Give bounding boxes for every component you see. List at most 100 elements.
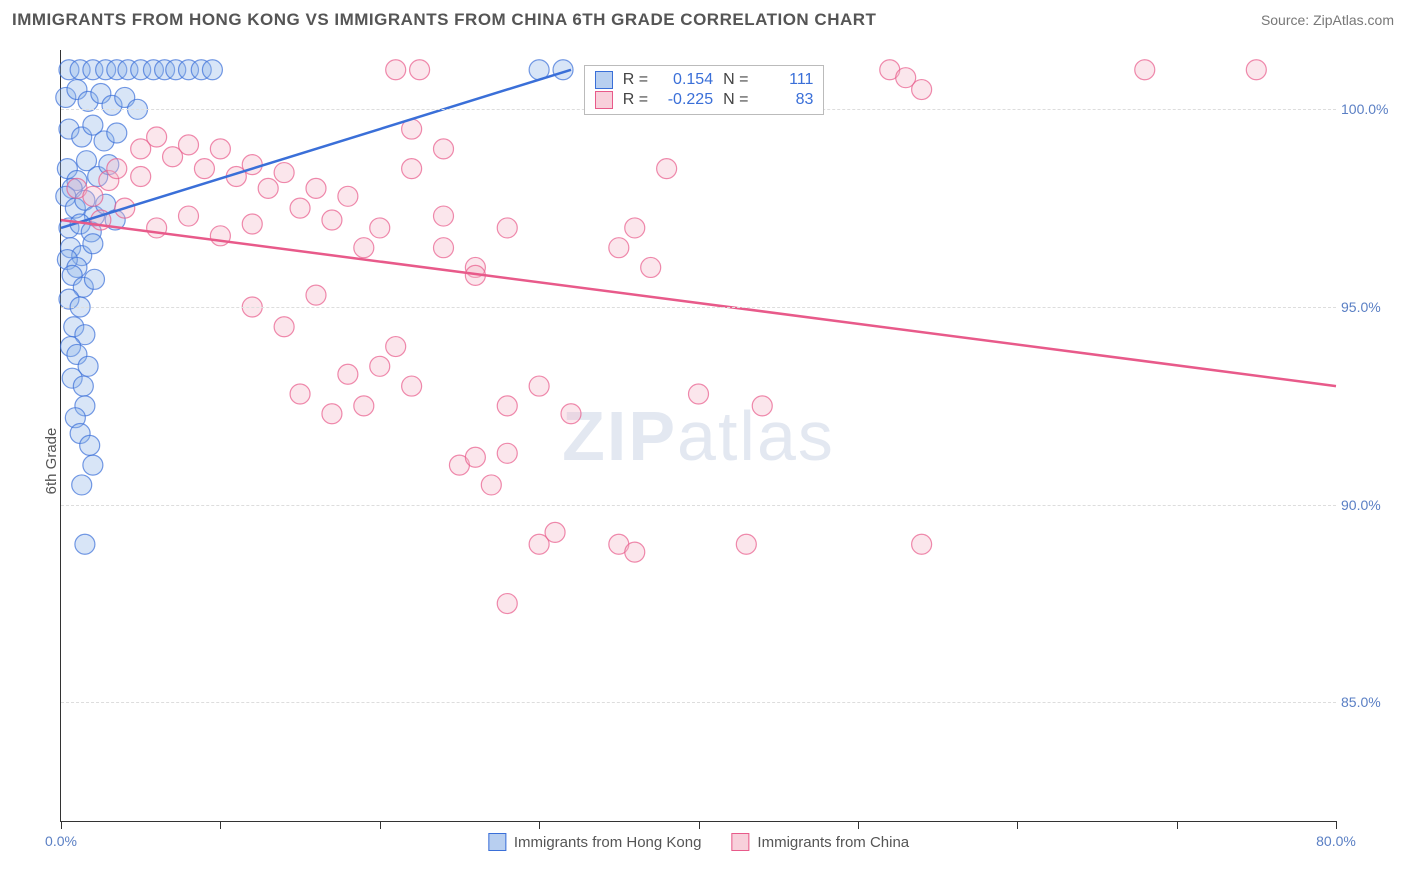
scatter-point: [370, 356, 390, 376]
scatter-point: [1135, 60, 1155, 80]
scatter-point: [290, 384, 310, 404]
x-tick: [61, 821, 62, 829]
scatter-point: [434, 139, 454, 159]
n-label: N =: [723, 91, 748, 109]
scatter-point: [73, 376, 93, 396]
scatter-point: [83, 455, 103, 475]
scatter-point: [434, 238, 454, 258]
scatter-point: [386, 337, 406, 357]
scatter-point: [107, 123, 127, 143]
source-label: Source: ZipAtlas.com: [1261, 12, 1394, 28]
scatter-point: [338, 364, 358, 384]
scatter-point: [290, 198, 310, 218]
scatter-point: [179, 135, 199, 155]
x-tick: [699, 821, 700, 829]
scatter-point: [147, 218, 167, 238]
x-tick: [1177, 821, 1178, 829]
r-value: 0.154: [658, 71, 713, 89]
scatter-point: [210, 139, 230, 159]
scatter-point: [83, 186, 103, 206]
scatter-point: [75, 534, 95, 554]
scatter-point: [529, 376, 549, 396]
x-tick: [858, 821, 859, 829]
scatter-point: [545, 522, 565, 542]
scatter-point: [912, 80, 932, 100]
legend-swatch-icon: [595, 71, 613, 89]
scatter-point: [561, 404, 581, 424]
x-tick: [1017, 821, 1018, 829]
scatter-point: [274, 163, 294, 183]
y-tick-label: 85.0%: [1341, 694, 1391, 710]
y-axis-label: 6th Grade: [43, 428, 60, 495]
scatter-point: [72, 475, 92, 495]
scatter-point: [306, 285, 326, 305]
scatter-point: [386, 60, 406, 80]
scatter-point: [80, 435, 100, 455]
legend-label: Immigrants from Hong Kong: [514, 834, 702, 851]
scatter-point: [497, 594, 517, 614]
scatter-point: [410, 60, 430, 80]
plot-area: ZIPatlas Immigrants from Hong KongImmigr…: [60, 50, 1336, 822]
x-tick-label: 80.0%: [1316, 833, 1356, 849]
x-tick: [380, 821, 381, 829]
scatter-point: [497, 443, 517, 463]
scatter-point: [147, 127, 167, 147]
n-label: N =: [723, 71, 748, 89]
scatter-point: [481, 475, 501, 495]
plot-svg: [61, 50, 1336, 821]
x-tick: [539, 821, 540, 829]
scatter-point: [202, 60, 222, 80]
gridline: [61, 505, 1336, 506]
legend-swatch-icon: [595, 91, 613, 109]
correlation-row: R = 0.154 N = 111: [595, 70, 814, 90]
legend-item: Immigrants from China: [731, 833, 909, 851]
scatter-point: [657, 159, 677, 179]
scatter-point: [179, 206, 199, 226]
scatter-point: [242, 214, 262, 234]
scatter-point: [625, 218, 645, 238]
scatter-point: [194, 159, 214, 179]
scatter-point: [83, 234, 103, 254]
scatter-point: [465, 447, 485, 467]
scatter-point: [641, 257, 661, 277]
scatter-point: [752, 396, 772, 416]
scatter-point: [84, 269, 104, 289]
gridline: [61, 702, 1336, 703]
scatter-point: [322, 210, 342, 230]
y-tick-label: 90.0%: [1341, 497, 1391, 513]
scatter-point: [131, 167, 151, 187]
legend-swatch-icon: [488, 833, 506, 851]
scatter-point: [1246, 60, 1266, 80]
scatter-point: [354, 238, 374, 258]
bottom-legend: Immigrants from Hong Kong Immigrants from…: [488, 833, 909, 851]
scatter-point: [370, 218, 390, 238]
chart-container: 6th Grade ZIPatlas Immigrants from Hong …: [10, 40, 1396, 882]
legend-swatch-icon: [731, 833, 749, 851]
scatter-point: [689, 384, 709, 404]
gridline: [61, 307, 1336, 308]
scatter-point: [274, 317, 294, 337]
x-tick: [220, 821, 221, 829]
scatter-point: [338, 186, 358, 206]
scatter-point: [402, 376, 422, 396]
title-bar: IMMIGRANTS FROM HONG KONG VS IMMIGRANTS …: [0, 0, 1406, 40]
y-tick-label: 100.0%: [1341, 101, 1391, 117]
x-tick: [1336, 821, 1337, 829]
scatter-point: [322, 404, 342, 424]
scatter-point: [434, 206, 454, 226]
scatter-point: [306, 178, 326, 198]
correlation-box: R = 0.154 N = 111R = -0.225 N = 83: [584, 65, 825, 115]
scatter-point: [258, 178, 278, 198]
scatter-point: [497, 218, 517, 238]
scatter-point: [625, 542, 645, 562]
scatter-point: [354, 396, 374, 416]
n-value: 111: [758, 71, 813, 89]
chart-title: IMMIGRANTS FROM HONG KONG VS IMMIGRANTS …: [12, 10, 876, 30]
legend-item: Immigrants from Hong Kong: [488, 833, 702, 851]
scatter-point: [912, 534, 932, 554]
legend-label: Immigrants from China: [757, 834, 909, 851]
n-value: 83: [758, 91, 813, 109]
r-label: R =: [623, 71, 648, 89]
r-value: -0.225: [658, 91, 713, 109]
scatter-point: [497, 396, 517, 416]
